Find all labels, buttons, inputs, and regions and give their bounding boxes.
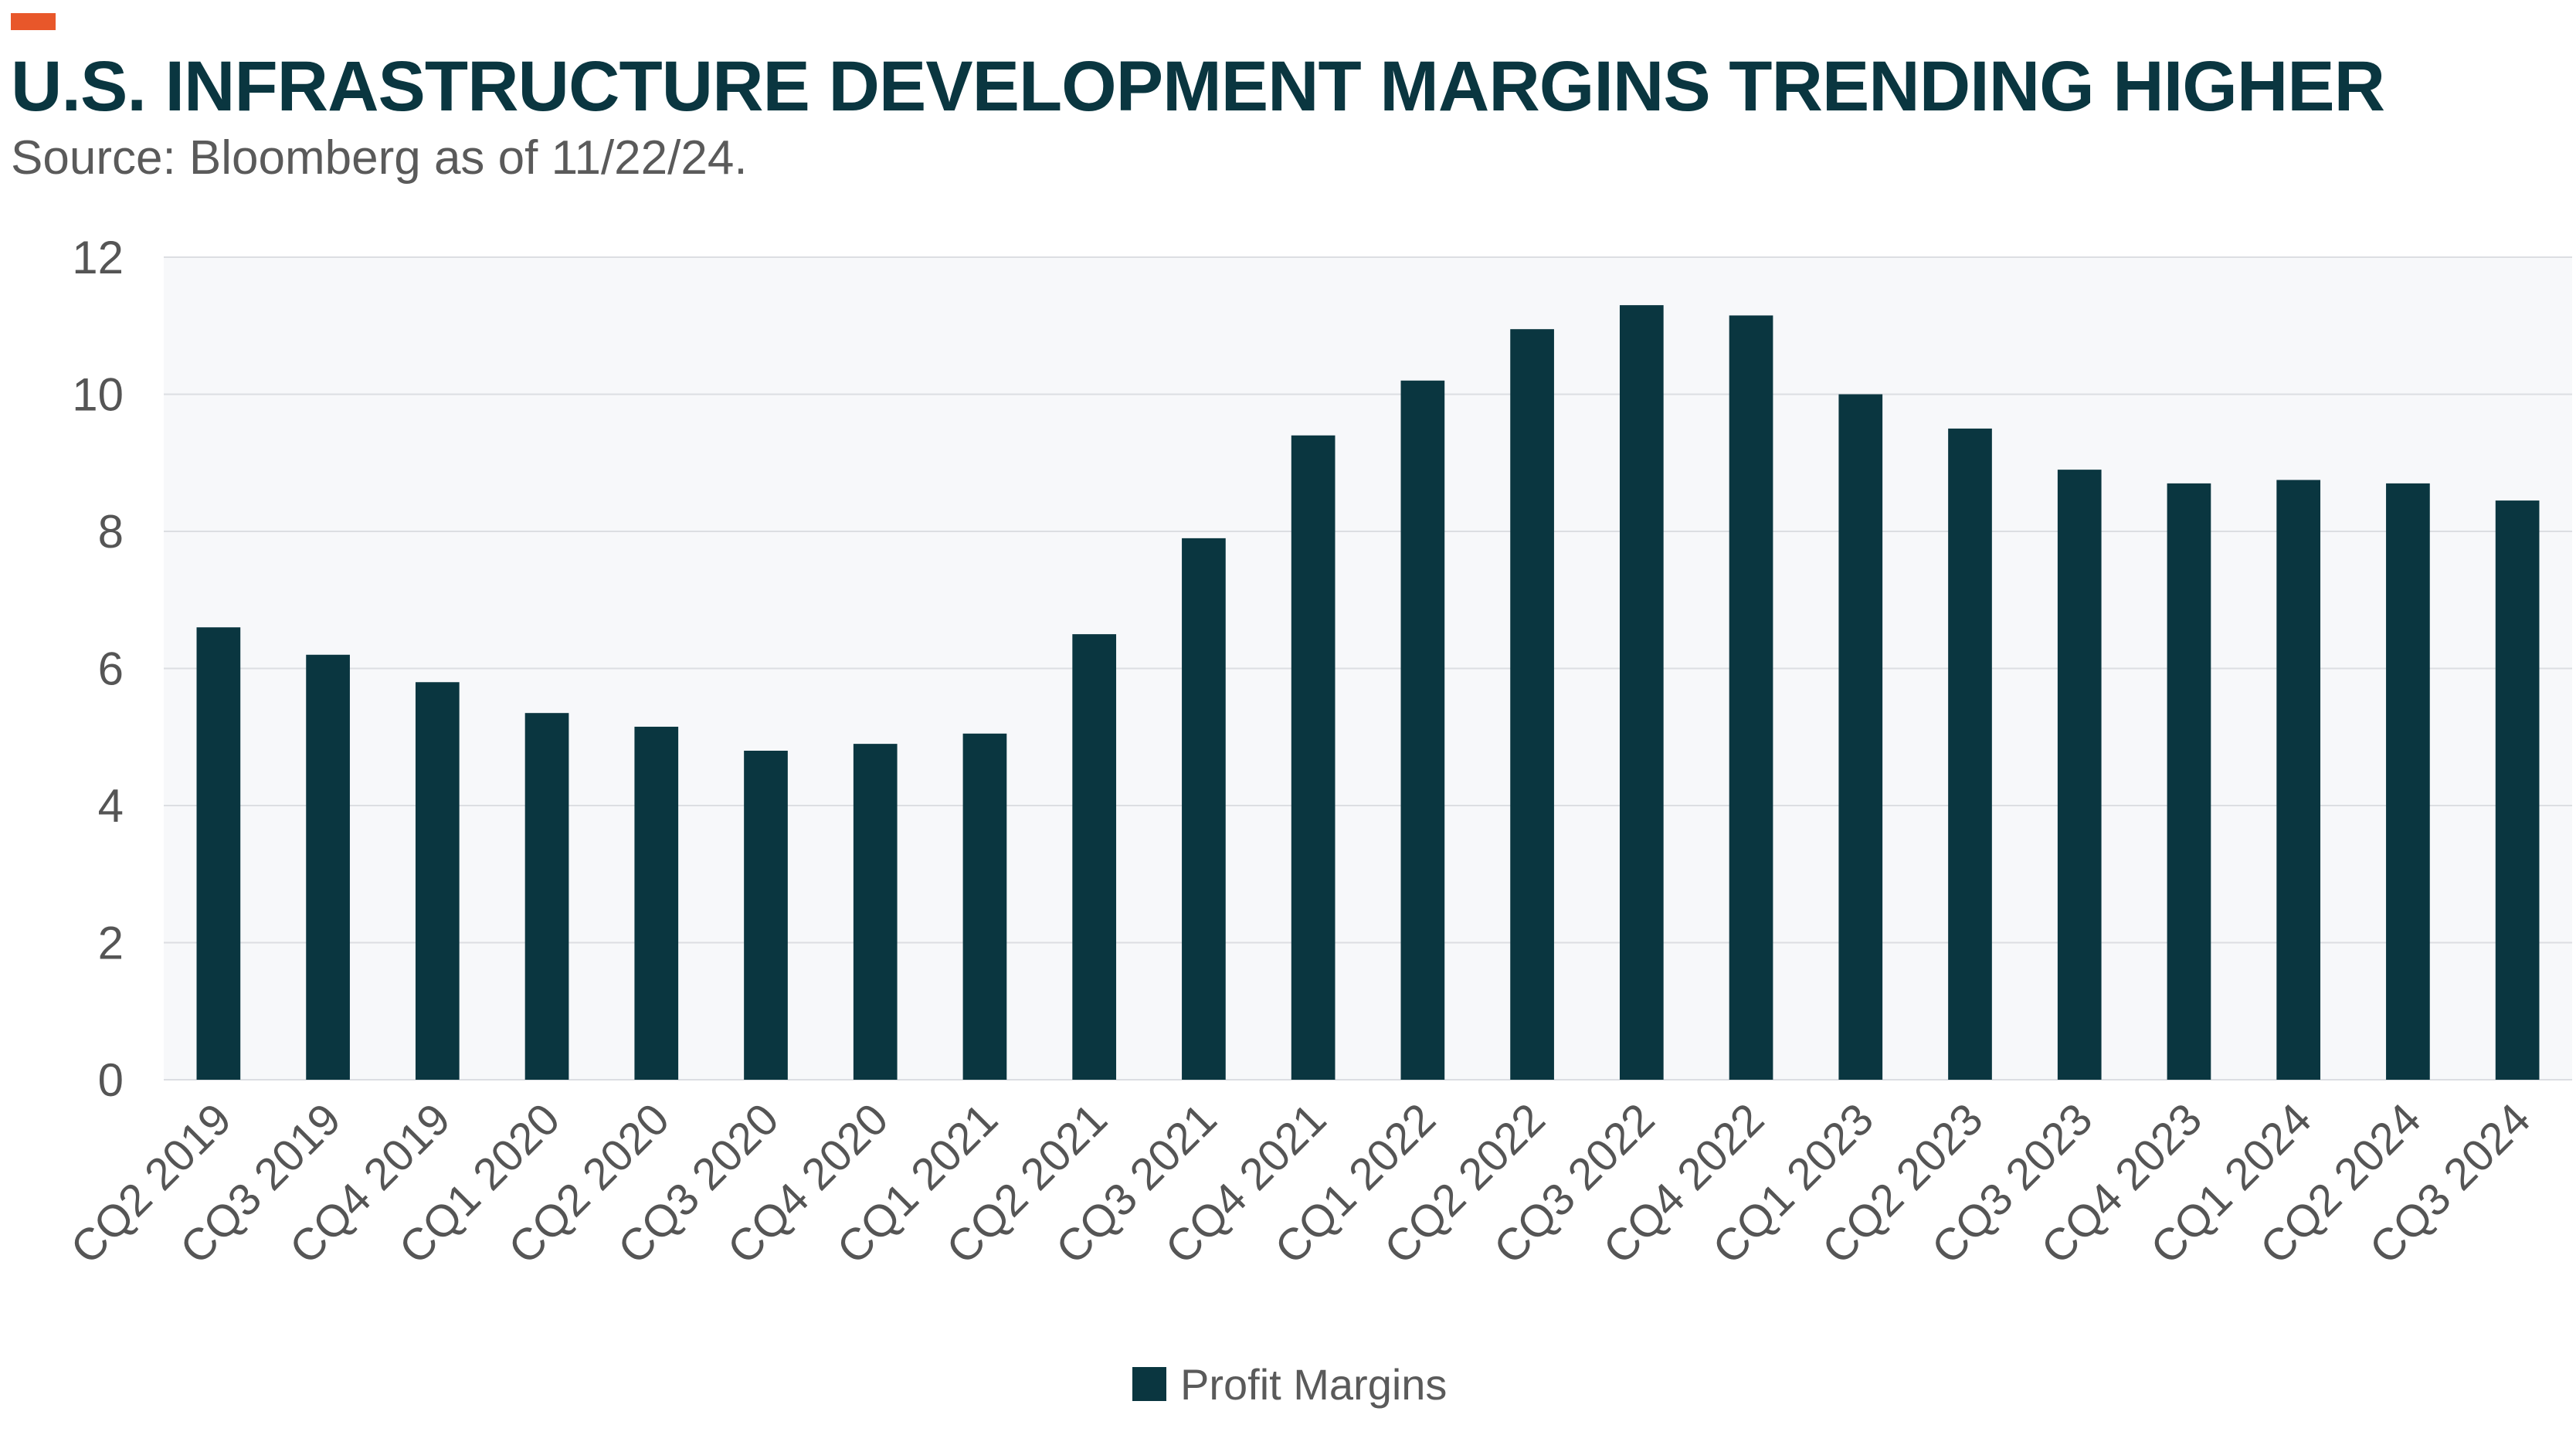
y-tick-label: 12 <box>72 232 124 283</box>
bar <box>524 713 569 1080</box>
bar <box>2167 483 2211 1080</box>
bar <box>962 733 1007 1080</box>
bar <box>1182 538 1226 1080</box>
bar <box>306 654 350 1080</box>
bar <box>1619 305 1664 1080</box>
chart-subtitle: Source: Bloomberg as of 11/22/24. <box>11 131 748 185</box>
legend-label: Profit Margins <box>1180 1359 1448 1409</box>
bar <box>853 744 898 1080</box>
bar <box>1510 329 1554 1080</box>
bar <box>1948 428 1992 1080</box>
bar <box>2276 480 2321 1080</box>
bar <box>634 726 679 1080</box>
y-tick-label: 8 <box>98 506 124 558</box>
bar <box>2495 500 2540 1080</box>
y-tick-label: 10 <box>72 369 124 421</box>
bar <box>1400 380 1445 1080</box>
bar <box>1729 315 1773 1080</box>
bar <box>196 627 241 1080</box>
bars <box>196 305 2540 1080</box>
y-tick-label: 6 <box>98 643 124 695</box>
bar <box>415 682 460 1080</box>
chart-title: U.S. INFRASTRUCTURE DEVELOPMENT MARGINS … <box>11 47 2385 126</box>
legend-swatch <box>1132 1367 1166 1401</box>
accent-bar <box>11 13 56 30</box>
bar <box>1072 634 1117 1080</box>
y-tick-label: 0 <box>98 1054 124 1106</box>
bar <box>2386 483 2430 1080</box>
bar <box>2057 470 2102 1080</box>
legend: Profit Margins <box>1132 1357 1447 1411</box>
bar <box>1838 394 1883 1080</box>
y-axis-ticks: 0 2 4 6 8 10 12 <box>72 232 124 1106</box>
bar <box>1291 435 1336 1080</box>
y-tick-label: 4 <box>98 780 124 832</box>
bar <box>744 751 788 1080</box>
y-tick-label: 2 <box>98 918 124 969</box>
